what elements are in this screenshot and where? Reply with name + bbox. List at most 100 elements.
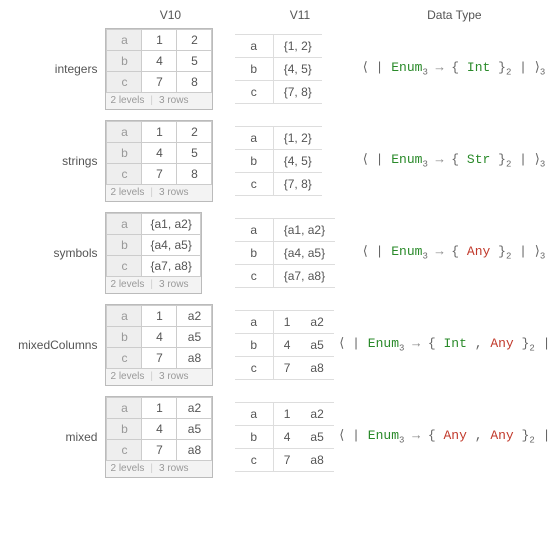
- v11-table: a1a2b4a5c7a8: [235, 310, 334, 380]
- row-key: b: [235, 150, 274, 173]
- v10-dataset: a12 b45 c78 2 levels 3 rows: [105, 28, 213, 110]
- cell: a5: [300, 426, 333, 449]
- cell: a8: [300, 357, 333, 380]
- cell: 4: [273, 334, 300, 357]
- header-v10: V10: [106, 8, 236, 22]
- cell: 4: [142, 51, 177, 72]
- footer-levels: 2 levels: [110, 95, 144, 106]
- cell: a5: [177, 327, 212, 348]
- row-key: b: [107, 419, 142, 440]
- row-key: c: [235, 265, 274, 288]
- row-key: b: [107, 327, 142, 348]
- cell: {7, 8}: [273, 81, 322, 104]
- row-key: a: [107, 214, 142, 235]
- cell: 8: [177, 164, 212, 185]
- v10-dataset: a{a1, a2}b{a4, a5}c{a7, a8}2 levels3 row…: [105, 212, 201, 294]
- row-key: c: [107, 440, 142, 461]
- footer-rows: 3 rows: [150, 187, 188, 198]
- data-row: symbolsa{a1, a2}b{a4, a5}c{a7, a8}2 leve…: [8, 212, 544, 294]
- header-row: V10 V11 Data Type: [8, 8, 544, 22]
- cell: a5: [177, 419, 212, 440]
- cell: 1: [273, 403, 300, 426]
- row-label: mixed: [8, 430, 105, 444]
- cell: {a4, a5}: [273, 242, 335, 265]
- v11-table: a1a2b4a5c7a8: [235, 402, 334, 472]
- cell: 7: [273, 357, 300, 380]
- header-v11: V11: [235, 8, 365, 22]
- row-key: c: [235, 357, 274, 380]
- cell: 7: [142, 164, 177, 185]
- cell: a2: [300, 311, 333, 334]
- cell: 2: [177, 30, 212, 51]
- row-key: c: [107, 256, 142, 277]
- footer-rows: 3 rows: [150, 463, 188, 474]
- row-key: a: [107, 306, 142, 327]
- cell: a8: [177, 440, 212, 461]
- cell: {a1, a2}: [273, 219, 335, 242]
- row-key: c: [107, 164, 142, 185]
- cell: 7: [142, 72, 177, 93]
- cell: 4: [142, 419, 177, 440]
- row-key: c: [107, 72, 142, 93]
- type-signature: ⟨ | Enum3 → { Str }2 | ⟩3: [363, 152, 546, 170]
- cell: 1: [273, 311, 300, 334]
- v11-table: a{a1, a2}b{a4, a5}c{a7, a8}: [235, 218, 335, 288]
- cell: 4: [142, 143, 177, 164]
- cell: 8: [177, 72, 212, 93]
- row-label: symbols: [8, 246, 105, 260]
- cell: a2: [177, 398, 212, 419]
- cell: 7: [142, 348, 177, 369]
- cell: 5: [177, 51, 212, 72]
- cell: 2: [177, 122, 212, 143]
- data-row: mixedColumnsa1a2b4a5c7a82 levels3 rowsa1…: [8, 304, 544, 386]
- row-key: b: [107, 51, 142, 72]
- cell: {4, 5}: [273, 150, 322, 173]
- v10-dataset: a1a2b4a5c7a82 levels3 rows: [105, 304, 213, 386]
- cell: 5: [177, 143, 212, 164]
- footer-levels: 2 levels: [110, 463, 144, 474]
- v10-dataset: a1a2b4a5c7a82 levels3 rows: [105, 396, 213, 478]
- cell: 1: [142, 30, 177, 51]
- row-key: b: [235, 334, 274, 357]
- v11-table: a{1, 2}b{4, 5}c{7, 8}: [235, 34, 322, 104]
- data-row: mixeda1a2b4a5c7a82 levels3 rowsa1a2b4a5c…: [8, 396, 544, 478]
- row-key: a: [107, 30, 142, 51]
- footer-levels: 2 levels: [110, 371, 144, 382]
- row-key: a: [107, 122, 142, 143]
- row-key: a: [235, 403, 274, 426]
- row-key: a: [235, 35, 274, 58]
- type-signature: ⟨ | Enum3 → { Int }2 | ⟩3: [363, 60, 546, 78]
- row-key: b: [107, 143, 142, 164]
- cell: {a7, a8}: [273, 265, 335, 288]
- footer-rows: 3 rows: [150, 95, 188, 106]
- type-signature: ⟨ | Enum3 → { Int , Any }2 | ⟩3: [339, 336, 552, 354]
- data-row: integersa12b45c782 levels3 rowsa{1, 2}b{…: [8, 28, 544, 110]
- cell: {1, 2}: [273, 127, 322, 150]
- row-key: b: [235, 242, 274, 265]
- cell: a2: [177, 306, 212, 327]
- data-row: stringsa12b45c782 levels3 rowsa{1, 2}b{4…: [8, 120, 544, 202]
- row-key: a: [235, 219, 274, 242]
- row-label: integers: [8, 62, 105, 76]
- type-signature: ⟨ | Enum3 → { Any }2 | ⟩3: [363, 244, 546, 262]
- row-key: a: [235, 311, 274, 334]
- cell: 1: [142, 398, 177, 419]
- row-label: strings: [8, 154, 105, 168]
- row-key: a: [235, 127, 274, 150]
- cell: 4: [142, 327, 177, 348]
- cell: {4, 5}: [273, 58, 322, 81]
- footer-levels: 2 levels: [110, 279, 144, 290]
- cell: 4: [273, 426, 300, 449]
- cell: 1: [142, 306, 177, 327]
- cell: {1, 2}: [273, 35, 322, 58]
- header-type: Data Type: [365, 8, 544, 22]
- row-key: b: [107, 235, 142, 256]
- cell: {a7, a8}: [142, 256, 200, 277]
- cell: 7: [273, 449, 300, 472]
- cell: 1: [142, 122, 177, 143]
- row-key: c: [107, 348, 142, 369]
- cell: a2: [300, 403, 333, 426]
- row-key: a: [107, 398, 142, 419]
- cell: a8: [177, 348, 212, 369]
- type-signature: ⟨ | Enum3 → { Any , Any }2 | ⟩3: [339, 428, 552, 446]
